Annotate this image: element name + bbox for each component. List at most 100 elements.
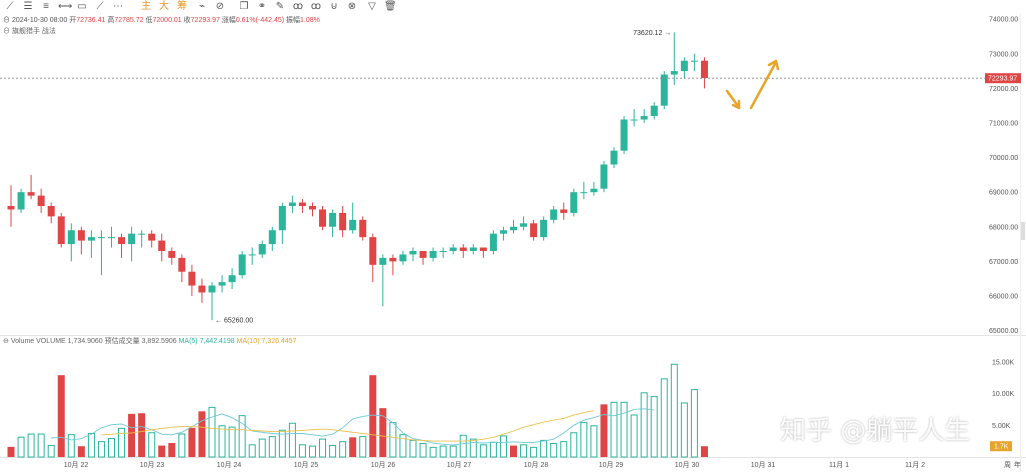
- current-price-label: 72293.97: [988, 76, 1017, 83]
- candle-body: [7, 206, 15, 210]
- candle-body: [469, 247, 477, 251]
- down-arrow: [725, 89, 740, 108]
- volume-bar: [97, 441, 105, 458]
- volume-bar: [228, 426, 236, 458]
- ma5-value: MA(5) 7,442.4198: [178, 338, 235, 345]
- trendline-tool-icon[interactable]: ⟋: [6, 1, 14, 12]
- chip-distribution-toggle[interactable]: 筹: [177, 1, 187, 12]
- volume-tick-label: 15.00K: [992, 359, 1015, 366]
- volume-bar: [439, 445, 447, 458]
- volume-bar: [339, 441, 347, 458]
- ma10-line: [101, 410, 594, 442]
- volume-bar: [580, 422, 588, 458]
- candle-body: [138, 233, 146, 235]
- ruler-tool-icon[interactable]: ⊘: [215, 1, 225, 12]
- pattern-tool-icon[interactable]: ꝏ: [292, 1, 304, 12]
- indicator-label[interactable]: 旗舰猎手 战法: [11, 28, 56, 35]
- volume-bar: [379, 408, 387, 457]
- rectangle-tool-icon[interactable]: ▭: [77, 1, 87, 12]
- high-annotation: 73620.12 →: [633, 30, 671, 37]
- candle-body: [118, 237, 126, 245]
- volume-bar: [27, 433, 35, 458]
- candle-date: 2024-10-30 08:00: [11, 17, 68, 24]
- volume-bar: [570, 432, 578, 458]
- volume-current-label: 1.7K: [994, 444, 1009, 451]
- candle-body: [319, 209, 327, 227]
- candle-body: [690, 60, 698, 62]
- candle-body: [67, 230, 75, 245]
- volume-bar: [248, 444, 256, 458]
- link-icon[interactable]: ⚭: [257, 1, 267, 12]
- volume-bar: [690, 389, 698, 458]
- candle-body: [248, 254, 256, 256]
- candle-body: [630, 119, 638, 121]
- period-label[interactable]: 周: [1004, 461, 1011, 469]
- candle-body: [409, 250, 417, 255]
- volume-bar: [168, 443, 176, 457]
- magnet-icon[interactable]: ⊍: [330, 1, 338, 12]
- volume-bar: [510, 445, 517, 457]
- wave-tool-icon[interactable]: ꝏ: [310, 1, 322, 12]
- date-tick-label: 11月 2: [905, 461, 925, 469]
- volume-bar: [288, 422, 296, 458]
- amplitude-value: 1.08%: [300, 17, 320, 24]
- volume-bar: [349, 437, 357, 457]
- price-tick-label: 66000.00: [989, 293, 1018, 300]
- candle-body: [77, 230, 85, 241]
- period-label[interactable]: 年: [1014, 460, 1021, 469]
- trash-icon[interactable]: 🗑: [384, 1, 397, 12]
- volume-bar: [47, 444, 55, 458]
- filter-icon[interactable]: ▽: [368, 1, 376, 12]
- candle-body: [580, 192, 588, 194]
- candle-body: [399, 254, 407, 262]
- arrow-tool-icon[interactable]: ⟋: [96, 1, 104, 12]
- large-order-toggle[interactable]: 大: [159, 1, 169, 12]
- candle-body: [489, 233, 497, 251]
- main-indicator-toggle[interactable]: 主: [141, 1, 151, 12]
- indicator-collapse-icon[interactable]: ⊖: [3, 28, 10, 35]
- ma10-value: MA(10) 7,326.4457: [236, 338, 297, 345]
- more-tools-icon[interactable]: ⋯: [113, 1, 123, 12]
- volume-bar: [660, 378, 668, 458]
- volume-bar: [178, 433, 186, 458]
- ray-tool-icon[interactable]: ⟷: [58, 1, 73, 12]
- price-tick-label: 72000.00: [989, 86, 1018, 93]
- volume-title[interactable]: Volume: [10, 338, 35, 345]
- price-tick-label: 67000.00: [989, 259, 1018, 266]
- candle-body: [540, 219, 548, 238]
- candle-body: [650, 105, 658, 117]
- low-annotation: ← 65260.00: [215, 318, 253, 325]
- lock-icon[interactable]: ⊗: [347, 1, 357, 12]
- volume-bar: [218, 425, 226, 458]
- volume-collapse-icon[interactable]: ⊖: [3, 338, 9, 345]
- volume-bar: [319, 438, 327, 458]
- ohlc-info-line: ⊖ 2024-10-30 08:00 开72736.41 高72785.72 低…: [3, 17, 320, 24]
- volume-bar: [309, 445, 316, 458]
- date-tick-label: 10月 30: [675, 461, 700, 469]
- low-value: 72000.01: [152, 17, 182, 24]
- up-arrow: [749, 60, 778, 110]
- candle-body: [479, 247, 487, 251]
- price-tick-label: 69000.00: [989, 190, 1018, 197]
- forecast-volume: 预估成交量 3,892.5906: [104, 338, 177, 345]
- volume-bar: [87, 432, 95, 458]
- price-tick-label: 73000.00: [989, 51, 1018, 58]
- volume-bar: [409, 439, 417, 458]
- copy-icon[interactable]: ❐: [239, 1, 249, 12]
- date-tick-label: 10月 26: [371, 461, 396, 469]
- collapse-icon[interactable]: ⊖: [3, 17, 10, 24]
- candle-body: [620, 119, 628, 151]
- parallel-lines-tool-icon[interactable]: ≡: [43, 1, 49, 12]
- date-tick-label: 10月 27: [447, 461, 472, 469]
- volume-bar: [399, 434, 407, 458]
- pen-icon[interactable]: ✎: [275, 1, 285, 12]
- horizontal-line-tool-icon[interactable]: ☰: [23, 1, 33, 12]
- measure-tool-icon[interactable]: ⌁: [198, 1, 206, 12]
- candle-body: [47, 206, 55, 217]
- candle-body: [429, 250, 437, 258]
- date-tick-label: 10月 31: [751, 461, 776, 469]
- volume-bar: [329, 444, 337, 458]
- volume-bar: [278, 429, 286, 458]
- volume-bar: [67, 434, 75, 458]
